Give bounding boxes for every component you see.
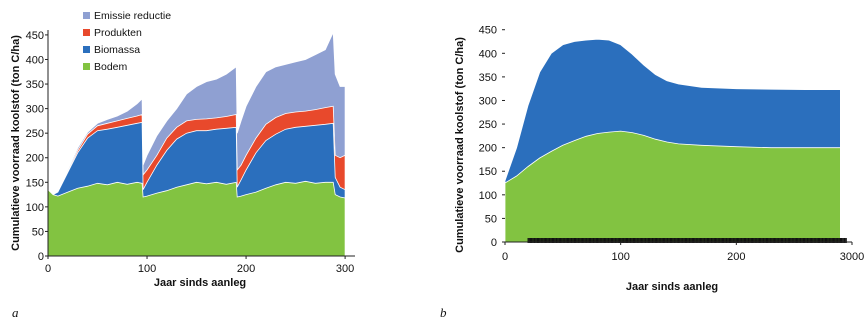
y-tick-label: 400 [479,48,497,60]
y-tick-label: 450 [479,25,497,37]
y-tick-label: 350 [26,79,44,91]
panel-a-label: a [12,305,19,320]
panel-a-legend: Emissie reductie Produkten Biomassa Bodem [83,10,171,73]
panel-a: 0 50 100 150 200 250 300 350 400 450 0 100 200 300 E… [10,10,355,320]
y-tick-label: 350 [479,72,497,84]
legend-swatch [83,29,90,36]
x-tick-label: 0 [502,251,508,263]
x-tick-label: 200 [727,251,745,263]
y-tick-label: 200 [479,143,497,155]
panel-a-xlabel: Jaar sinds aanleg [154,277,246,289]
y-tick-label: 250 [479,119,497,131]
y-tick-label: 100 [26,202,44,214]
y-tick-label: 300 [26,104,44,116]
legend-swatch [83,46,90,53]
y-tick-label: 0 [491,237,497,249]
y-tick-label: 50 [32,226,44,238]
y-tick-label: 250 [26,128,44,140]
legend-label: Bodem [94,61,128,73]
y-tick-label: 400 [26,54,44,66]
legend-swatch [83,12,90,19]
x-tick-label: 300 [336,263,354,275]
x-tick-label: 3000 [840,251,864,263]
panel-b-label: b [440,305,447,320]
y-tick-label: 300 [479,95,497,107]
panel-b-area-layer-1 [504,130,841,243]
y-tick-label: 0 [38,251,44,263]
panel-b-ylabel: Cumulatieve voorraad koolstof (ton C/ha) [454,37,466,253]
x-tick-label: 100 [611,251,629,263]
y-tick-label: 50 [485,213,497,225]
y-tick-label: 100 [479,190,497,202]
panel-a-x-ticks: 0 100 200 300 [45,256,354,275]
panel-a-y-ticks: 0 50 100 150 200 250 300 350 400 450 [26,30,48,263]
panel-a-plot [47,32,346,257]
panel-b-x-ticks: 0 100 200 3000 [502,242,864,263]
legend-label: Produkten [94,27,142,39]
legend-label: Emissie reductie [94,10,171,22]
panel-b-xlabel: Jaar sinds aanleg [626,281,718,293]
legend-swatch [83,63,90,70]
y-tick-label: 150 [479,166,497,178]
legend-label: Biomassa [94,44,140,56]
x-tick-label: 0 [45,263,51,275]
panel-b-plot [504,38,841,243]
x-tick-label: 200 [237,263,255,275]
panel-a-ylabel: Cumulatieve voorraad koolstof (ton C/ha) [10,35,22,251]
y-tick-label: 200 [26,153,44,165]
y-tick-label: 450 [26,30,44,42]
x-tick-label: 100 [138,263,156,275]
panel-b-y-ticks: 0 50 100 150 200 250 300 350 400 450 [479,25,505,249]
y-tick-label: 150 [26,177,44,189]
panel-a-area-bodem [47,180,346,257]
